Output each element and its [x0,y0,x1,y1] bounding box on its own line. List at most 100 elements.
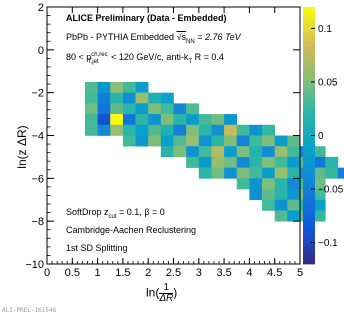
heatmap-cell [236,135,250,147]
heatmap-cell [249,167,263,179]
x-tick-label: 2.5 [166,267,181,279]
color-scale-band [303,88,315,94]
color-scale-band [303,92,315,98]
color-scale-band [303,84,315,89]
heatmap-cell [262,156,275,168]
heatmap-cell [312,189,326,201]
heatmap-cell [110,103,124,115]
heatmap-cell [198,146,212,158]
pt-suffix: < 120 GeV/c, anti-k [108,52,189,62]
heatmap-cell [110,81,124,93]
color-scale-band [303,101,315,106]
softdrop-sub: cut [108,213,117,220]
heatmap-cell [249,135,263,147]
heatmap-cell [148,124,162,136]
x-label-fraction: 1 ΔR [159,283,174,304]
color-scale-band [303,135,315,141]
heatmap-cell [274,178,288,190]
heatmap-cell [97,92,111,104]
heatmap-cell [224,114,238,126]
heatmap-cell [211,146,225,158]
color-scale-band [303,58,315,64]
color-scale-band [303,49,315,55]
color-scale-band [303,148,315,154]
heatmap-cell [135,124,149,136]
heatmap-cell [110,92,124,104]
heatmap-cell [110,114,124,126]
x-tick-label: 4 [246,267,252,279]
color-scale-band [303,216,315,222]
color-scale-band [303,199,315,205]
heatmap-cell [122,92,136,104]
heatmap-cell [287,189,301,201]
x-tick-label: 2 [145,267,151,279]
color-scale-band [303,225,315,231]
heatmap-cell [122,124,136,136]
color-scale-bar [303,7,315,265]
heatmap-cell [160,124,174,136]
heatmap-cell [148,114,162,126]
heatmap-cell [84,124,98,136]
color-scale-band [303,62,315,68]
color-scale-band [303,79,315,85]
heatmap-cell [274,210,288,222]
x-tick-label: 0.5 [65,267,80,279]
heatmap-cell [211,135,225,147]
y-axis-label: ln(z ΔR) [15,125,29,169]
color-scale-label: 0 [318,131,324,142]
color-scale-band [303,41,315,46]
heatmap-cell [84,92,98,104]
heatmap-cell [262,189,275,201]
x-axis-label: ln(1 ΔR) [146,283,177,304]
heatmap-cell [122,114,136,126]
heatmap-cell [274,199,288,211]
heatmap-cell [262,167,275,179]
pt-prefix: 80 < p [66,52,92,62]
heatmap-cell [249,156,263,168]
x-label-suffix: ) [173,285,178,300]
antikt-sub: T [188,58,193,65]
heatmap-cell [135,92,149,104]
color-scale-band [303,242,315,248]
heatmap-cell [135,114,149,126]
heatmap-cell [186,124,200,136]
color-scale-axis: −0.1 −0.05 0 0.05 0.1 [311,24,344,249]
color-scale-band [303,186,315,192]
heatmap-cell [236,146,250,158]
heatmap-cell [236,156,250,168]
heatmap-cell [312,199,326,211]
figure-id: ALI-PREL-161546 [2,307,57,314]
color-scale-band [303,195,315,201]
color-scale-band [303,234,315,239]
color-scale-band [303,7,315,12]
heatmap-cell [249,146,263,158]
softdrop-prefix: SoftDrop z [66,207,109,217]
heatmap-cell [224,156,238,168]
heatmap-cell [287,178,301,190]
heatmap-cell [287,156,301,168]
color-scale-band [303,191,315,196]
color-scale-band [303,19,315,25]
heatmap-cell [135,103,149,115]
x-tick-label: 1.5 [115,267,130,279]
softdrop-label: SoftDrop zcut = 0.1, β = 0 [66,207,165,220]
heatmap-cell [262,199,275,211]
heatmap-cell [173,124,187,136]
heatmap-cell [186,114,200,126]
x-tick-label: 3.5 [216,267,231,279]
heatmap-cell [84,103,98,115]
heatmap-cell [274,189,288,201]
x-tick-label: 4.5 [267,267,282,279]
heatmap-cell [173,103,187,115]
heatmap-cell [160,146,174,158]
y-tick-label: −4 [31,131,44,143]
x-tick-label: 1 [95,267,101,279]
heatmap-cell [160,114,174,126]
heatmap-cell [173,114,187,126]
jet-selection-label: 80 < pch,recT,jet < 120 GeV/c, anti-kT R… [66,52,224,65]
heatmap-cell [287,167,301,179]
heatmap-cell [337,167,344,179]
y-axis: −10 −8 −6 −4 −2 0 2 [25,2,300,271]
color-scale-label: −0.1 [318,238,338,249]
heatmap-cell [173,135,187,147]
